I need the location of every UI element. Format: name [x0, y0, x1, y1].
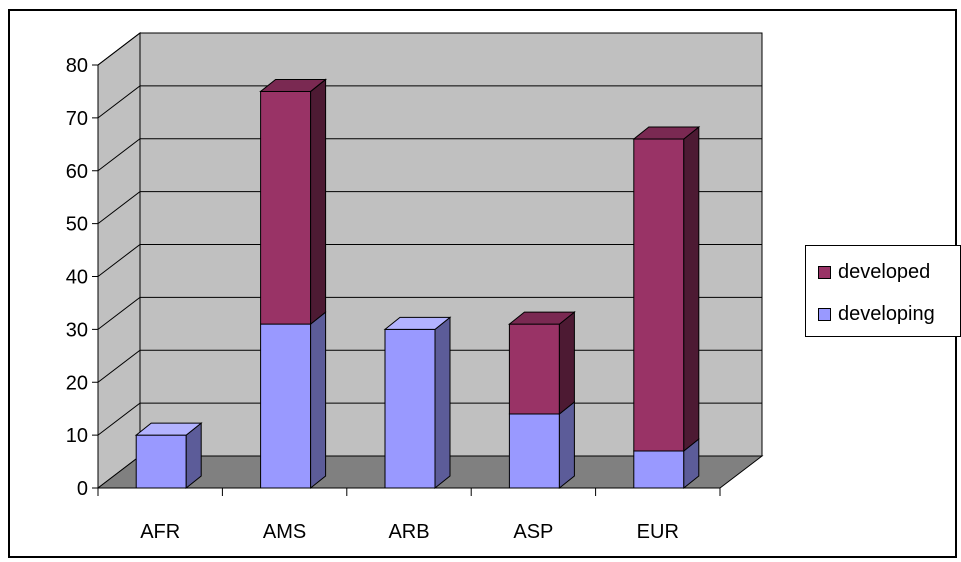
bar-top-developed-eur: [632, 126, 701, 140]
y-tick-label: 0: [77, 478, 88, 500]
bar-developing-arb: [384, 328, 436, 489]
gridline: [97, 244, 762, 277]
bar-developed-asp: [508, 323, 560, 415]
bar-developing-afr: [135, 434, 187, 489]
gridline: [97, 191, 762, 225]
gridline: [97, 138, 762, 172]
bar-stack-asp: [507, 311, 576, 490]
x-category-label: ARB: [388, 521, 429, 543]
gridline: [97, 85, 762, 119]
legend-item-developed: developed: [818, 261, 930, 283]
bar-stack-afr: [134, 422, 203, 490]
y-tick-label: 50: [66, 214, 88, 236]
x-category-label: AFR: [140, 521, 180, 543]
bar-side-developing-arb: [434, 316, 451, 490]
y-tick-label: 80: [66, 55, 88, 77]
x-category-label: EUR: [637, 521, 679, 543]
bar-developing-eur: [633, 450, 685, 489]
bar-side-developed-eur: [683, 125, 700, 453]
y-tick-label: 60: [66, 161, 88, 183]
y-tick-label: 40: [66, 267, 88, 289]
bar-top-developing-arb: [383, 316, 452, 330]
legend-label-developed: developed: [838, 260, 931, 283]
legend-swatch-developing: [818, 307, 831, 321]
gridline: [97, 32, 762, 66]
bar-stack-arb: [383, 316, 452, 490]
bar-top-developed-ams: [259, 78, 328, 92]
legend: developed developing: [805, 245, 961, 337]
bar-stack-ams: [259, 78, 328, 490]
y-tick-label: 10: [66, 425, 88, 447]
x-category-label: AMS: [263, 521, 306, 543]
bar-side-developed-asp: [558, 311, 575, 416]
legend-swatch-developed: [818, 265, 831, 279]
bar-developed-eur: [633, 138, 685, 452]
y-tick-label: 30: [66, 319, 88, 341]
bar-developing-asp: [508, 413, 560, 489]
bar-developed-ams: [260, 90, 312, 325]
legend-item-developing: developing: [818, 303, 935, 325]
bar-top-developing-afr: [134, 422, 203, 436]
bar-side-developed-ams: [310, 78, 327, 326]
gridline: [97, 296, 762, 330]
bar-side-developing-ams: [310, 311, 327, 490]
y-tick-label: 70: [66, 108, 88, 130]
bar-top-developed-asp: [507, 311, 576, 325]
bar-side-developing-asp: [558, 400, 575, 490]
legend-label-developing: developing: [838, 302, 935, 325]
y-tick-label: 20: [66, 372, 88, 394]
bar-developing-ams: [260, 323, 312, 489]
bar-stack-eur: [632, 125, 701, 490]
x-category-label: ASP: [513, 521, 553, 543]
